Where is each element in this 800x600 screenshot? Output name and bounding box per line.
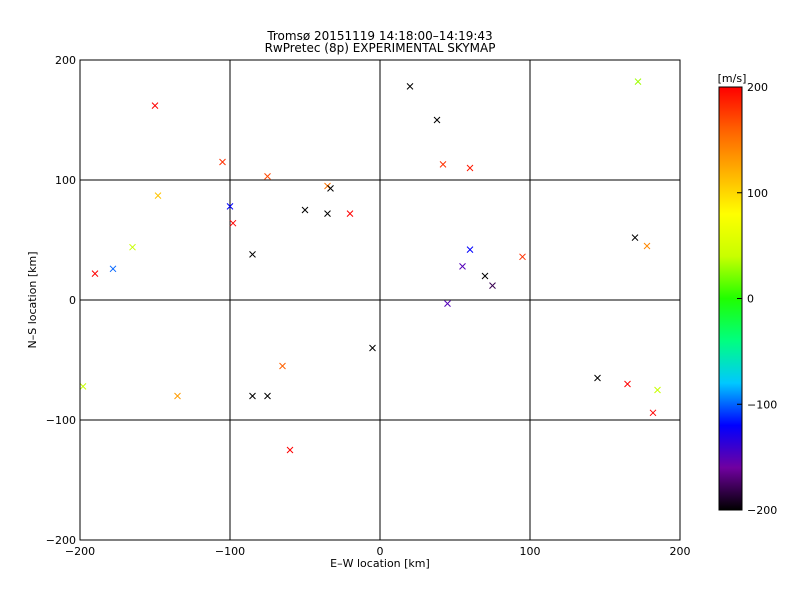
x-tick-label: −200 [65,545,95,558]
cross-marker [649,409,657,417]
cross-marker [229,219,237,227]
x-tick-label: 100 [520,545,541,558]
colorbar-tick-label: −200 [747,504,777,517]
x-axis-label: E–W location [km] [330,557,430,570]
cross-marker [249,392,256,400]
cross-marker [489,282,496,289]
y-tick-label: 0 [69,294,76,307]
cross-marker [226,203,234,210]
x-axis-ticks: −200 −100 0 100 200 [65,60,691,558]
cross-marker [433,116,441,124]
cross-marker [624,380,631,388]
cross-marker [594,374,601,382]
colorbar-label: [m/s] [718,72,747,85]
cross-marker [466,164,474,172]
cross-marker [279,362,286,370]
cross-marker [327,185,334,192]
cross-marker [151,102,159,109]
cross-marker [324,210,331,217]
cross-marker [301,206,309,214]
cross-marker [264,392,271,400]
cross-marker [631,234,639,241]
cross-marker [444,300,451,307]
cross-marker [634,78,642,85]
cross-marker [466,246,474,253]
chart-title: Tromsø 20151119 14:18:00–14:19:43 [266,29,492,43]
colorbar-tick-label: 0 [747,293,754,306]
colorbar-tick-label: −100 [747,398,777,411]
grid-lines [80,60,680,540]
cross-marker [219,158,226,166]
cross-marker [369,344,376,352]
cross-marker [80,383,87,390]
y-tick-label: −200 [46,534,76,547]
colorbar-ticks: 200 100 0 −100 −200 [737,81,777,517]
cross-marker [249,251,256,258]
cross-marker [129,243,136,251]
cross-marker [174,392,181,400]
cross-marker [459,263,466,270]
cross-marker [346,210,354,217]
cross-marker [286,446,294,454]
cross-marker [643,242,651,250]
cross-marker [154,192,162,199]
cross-marker [91,270,99,277]
cross-marker [264,173,271,180]
cross-marker [109,265,117,273]
colorbar-tick-label: 100 [747,187,768,200]
x-tick-label: −100 [215,545,245,558]
cross-marker [481,272,489,280]
cross-marker [439,161,447,168]
y-axis-label: N–S location [km] [26,251,39,348]
cross-marker [406,83,414,90]
y-axis-ticks: −200 −100 0 100 200 [46,54,680,547]
data-points [80,78,661,454]
x-tick-label: 200 [670,545,691,558]
x-tick-label: 0 [377,545,384,558]
cross-marker [519,253,526,261]
chart-subtitle: RwPretec (8p) EXPERIMENTAL SKYMAP [265,41,496,55]
y-tick-label: 200 [55,54,76,67]
cross-marker [654,386,661,394]
y-tick-label: 100 [55,174,76,187]
colorbar: [m/s] 200 100 0 −100 −200 [718,72,778,517]
colorbar-tick-label: 200 [747,81,768,94]
y-tick-label: −100 [46,414,76,427]
